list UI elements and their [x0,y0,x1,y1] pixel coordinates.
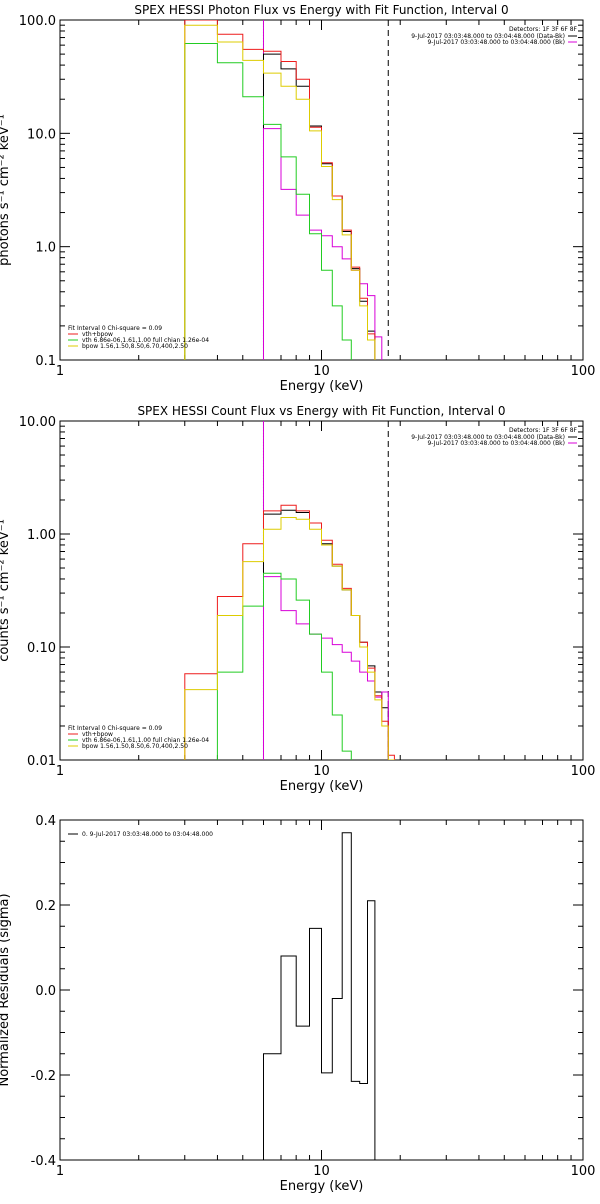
legend-entry: 9-Jul-2017 03:03:48.000 to 03:04:48.000 … [411,33,565,40]
x-axis: 1 10 100 [56,820,596,1179]
legend-right: Detectors: 1F 3F 6F 8F9-Jul-2017 03:03:4… [411,26,577,46]
x-axis-label: Energy (keV) [280,1179,364,1194]
series-3-step-line [184,20,376,360]
series-1-step-line [263,509,389,760]
x-axis-label: Energy (keV) [280,379,364,394]
y-tick-label: -0.4 [31,1154,56,1169]
y-axis-label: Normalized Residuals (sigma) [0,893,12,1086]
series-5-step-line [184,517,395,760]
y-tick-label: 1.00 [27,528,56,543]
y-axis: -0.4 -0.2 0.0 0.2 0.4 [31,814,583,1169]
x-tick-label: 1 [56,1164,64,1179]
plot-area [184,421,395,760]
plot-frame [59,420,584,761]
chart-panel-1: SPEX HESSI Photon Flux vs Energy with Fi… [0,3,596,394]
plot-frame [59,19,584,361]
y-tick-label: 1.0 [35,241,56,256]
y-tick-label: 0.4 [35,814,56,829]
legend-entry: vth 6.86e-06,1.61,1.00 full chian 1.26e-… [82,337,209,344]
legend-entry: 9-Jul-2017 03:03:48.000 to 03:04:48.000 … [411,434,565,441]
legend-entry: vth+bpow [82,331,113,338]
legend-entry: vth+bpow [82,731,113,738]
chart-title: SPEX HESSI Photon Flux vs Energy with Fi… [134,3,508,17]
x-tick-label: 10 [313,364,330,379]
y-axis-label: counts s⁻¹ cm⁻² keV⁻¹ [0,519,12,662]
y-tick-label: 0.1 [35,354,56,369]
legend-right: Detectors: 1F 3F 6F 8F9-Jul-2017 03:03:4… [411,427,577,447]
y-axis: 0.01 0.10 1.00 10.00 [19,415,583,769]
series-1-step-line [263,832,376,1160]
legend-left: 0. 9-Jul-2017 03:03:48.000 to 03:04:48.0… [68,831,213,838]
y-tick-label: 0.01 [27,754,56,769]
x-axis: 1 10 100 [56,20,596,379]
chart-panel-2: SPEX HESSI Count Flux vs Energy with Fit… [0,404,596,794]
y-tick-label: 10.00 [19,415,56,430]
series-1-step-line [263,53,376,360]
plot-area [184,20,389,360]
legend-entry: 9-Jul-2017 03:03:48.000 to 03:04:48.000 … [427,440,565,447]
chart-panel-3: 1 10 100 Energy (keV) -0.4 -0.2 0.0 0.2 0.4 Norma… [0,814,595,1194]
legend-left: Fit Interval 0 Chi-square = 0.09vth+bpow… [68,725,209,750]
y-tick-label: 10.0 [27,127,56,142]
x-tick-label: 1 [56,364,64,379]
legend-header: Detectors: 1F 3F 6F 8F [509,26,578,33]
y-tick-label: 0.0 [35,984,56,999]
y-tick-label: 0.2 [35,899,56,914]
legend-left: Fit Interval 0 Chi-square = 0.09vth+bpow… [68,325,209,350]
legend-entry: 9-Jul-2017 03:03:48.000 to 03:04:48.000 … [427,39,565,46]
legend-entry: bpow 1.56,1.50,8.50,6.70,400,2.50 [82,743,188,750]
chart-title: SPEX HESSI Count Flux vs Energy with Fit… [137,404,505,418]
series-5-step-line [184,24,376,360]
legend-header: Fit Interval 0 Chi-square = 0.09 [68,325,162,332]
legend-header: Detectors: 1F 3F 6F 8F [509,427,578,434]
series-2-step-line [263,576,389,760]
legend-header: Fit Interval 0 Chi-square = 0.09 [68,725,162,732]
x-tick-label: 100 [571,764,596,779]
x-tick-label: 10 [313,1164,330,1179]
legend-entry: vth 6.86e-06,1.61,1.00 full chian 1.26e-… [82,737,209,744]
y-tick-label: 0.10 [27,641,56,656]
series-4-step-line [184,43,352,360]
series-4-step-line [216,572,352,760]
y-axis-label: photons s⁻¹ cm⁻² keV⁻¹ [0,114,12,266]
legend-entry: 0. 9-Jul-2017 03:03:48.000 to 03:04:48.0… [82,831,213,838]
x-axis-label: Energy (keV) [280,779,364,794]
x-tick-label: 100 [571,364,596,379]
legend-entry: bpow 1.56,1.50,8.50,6.70,400,2.50 [82,343,188,350]
series-2-step-line [263,128,383,360]
y-tick-label: -0.2 [31,1069,56,1084]
x-tick-label: 10 [313,764,330,779]
y-axis: 0.1 1.0 10.0 100.0 [19,14,583,369]
x-tick-label: 100 [571,1164,596,1179]
plot-area [263,832,376,1160]
x-tick-label: 1 [56,764,64,779]
series-3-step-line [184,504,395,760]
y-tick-label: 100.0 [19,14,56,29]
